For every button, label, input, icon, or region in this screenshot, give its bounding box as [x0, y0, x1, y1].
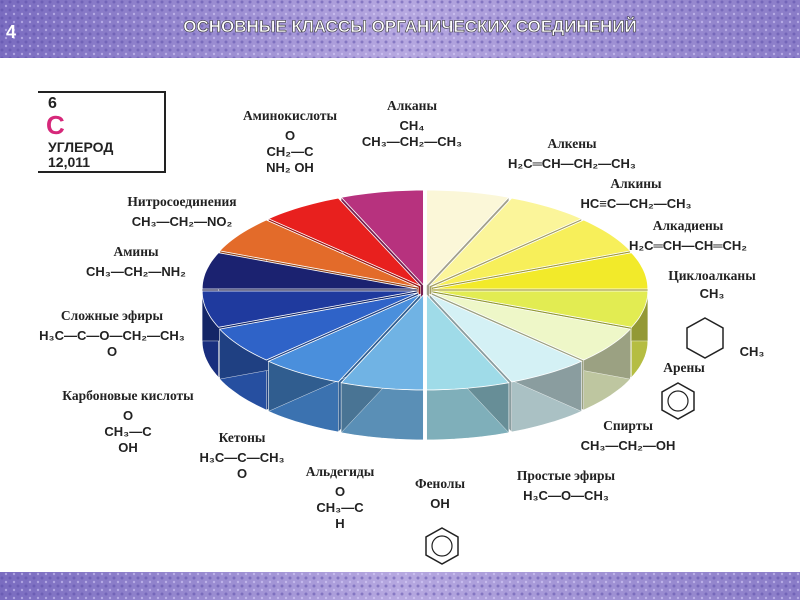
slice-top: [218, 219, 419, 288]
class-name: Алканы: [387, 98, 437, 113]
class-name: Нитросоединения: [127, 194, 236, 209]
formula: OH: [118, 440, 138, 455]
slice-top: [201, 252, 418, 290]
formula: H₃C—C—O—CH₂—CH₃: [39, 328, 185, 343]
element-symbol: C: [46, 110, 65, 140]
atomic-number: 6: [48, 95, 57, 112]
benzene-ring: [661, 382, 695, 420]
formula: CH₃: [700, 286, 725, 301]
slice-top: [429, 197, 583, 287]
class-name: Арены: [663, 360, 705, 375]
slice-top: [340, 189, 424, 287]
title: ОСНОВНЫЕ КЛАССЫ ОРГАНИЧЕСКИХ СОЕДИНЕНИЙ: [183, 17, 637, 36]
formula: CH₃—CH₂—NH₂: [86, 264, 186, 279]
formula: OH: [430, 496, 450, 511]
element-mass: 12,011: [48, 154, 90, 170]
banner-pattern: [0, 0, 800, 58]
class-name: Алкадиены: [653, 218, 724, 233]
slice-top: [432, 290, 649, 328]
formula: CH₃—C: [316, 500, 364, 515]
class-name: Аминокислоты: [243, 108, 338, 123]
cyclohexane-ring: [686, 317, 724, 359]
formula: O: [123, 408, 133, 423]
phenol-circle: [431, 535, 453, 557]
formula: H₂C═CH—CH₂—CH₃: [508, 156, 636, 171]
class-name: Альдегиды: [306, 464, 375, 479]
footer-pattern: [0, 572, 800, 600]
class-name: Кетоны: [219, 430, 266, 445]
formula: CH₃—CH₂—NO₂: [132, 214, 233, 229]
class-name: Простые эфиры: [517, 468, 616, 483]
class-name: Амины: [113, 244, 159, 259]
slice-top: [340, 293, 424, 391]
slice-top: [267, 293, 421, 383]
formula: CH₄: [400, 118, 425, 133]
formula: CH₃—CH₂—OH: [581, 438, 676, 453]
formula: H₃C—C—CH₃: [200, 450, 285, 465]
class-name: Сложные эфиры: [61, 308, 164, 323]
page-number: 4: [6, 22, 16, 42]
formula: CH₂—C: [267, 144, 315, 159]
slice-top: [431, 219, 632, 288]
slice-top: [426, 293, 510, 391]
benzene-circle: [667, 390, 689, 412]
element-box: [38, 91, 166, 173]
class-name: Фенолы: [415, 476, 466, 491]
formula: O: [107, 344, 117, 359]
formula: CH₃—C: [104, 424, 152, 439]
class-name: Алкены: [547, 136, 597, 151]
element-name: УГЛЕРОД: [48, 139, 113, 155]
formula: CH₃—CH₂—CH₃: [362, 134, 462, 149]
formula: NH₂ OH: [266, 160, 314, 175]
slice-top: [267, 197, 421, 287]
formula: O: [285, 128, 295, 143]
slice-top: [429, 293, 583, 383]
phenol-ring: [425, 527, 459, 565]
slice-top: [218, 292, 419, 361]
pie: [201, 189, 649, 441]
slice-top: [201, 290, 418, 328]
slice-top: [431, 292, 632, 361]
class-name: Спирты: [603, 418, 653, 433]
formula: O: [335, 484, 345, 499]
slice-top: [432, 252, 649, 290]
formula: O: [237, 466, 247, 481]
formula: H: [335, 516, 344, 531]
formula: H₂C═CH—CH═CH₂: [629, 238, 747, 253]
formula: CH₃: [740, 344, 765, 359]
slice-top: [426, 189, 510, 287]
class-name: Алкины: [610, 176, 662, 191]
class-name: Карбоновые кислоты: [62, 388, 194, 403]
class-name: Циклоалканы: [668, 268, 756, 283]
formula: H₃C—O—CH₃: [523, 488, 609, 503]
formula: HC≡C—CH₂—CH₃: [580, 196, 691, 211]
